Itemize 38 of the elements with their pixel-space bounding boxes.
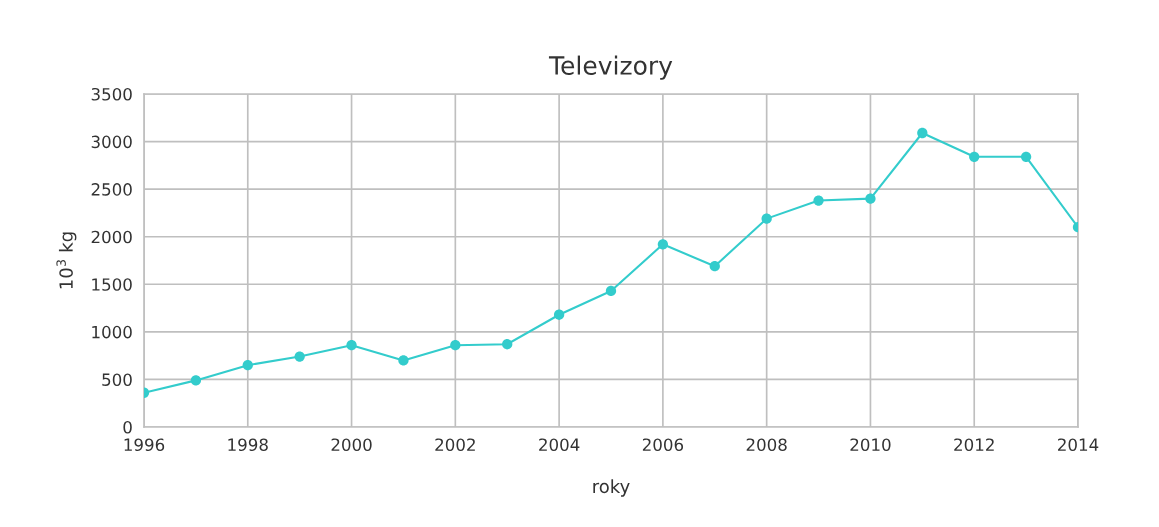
x-tick-label: 2004 [539,438,580,452]
point [657,239,669,250]
x-tick-label: 2002 [435,438,475,452]
y-tick-label: 3500 [91,87,132,101]
point [761,213,772,224]
point [553,309,565,320]
y-tick-label: 3000 [91,135,132,149]
chart-title: Televizory [548,55,673,80]
point [605,285,617,297]
point [242,360,253,371]
point [450,340,461,351]
point [502,339,513,350]
point [294,351,305,362]
y-tick-label: 0 [123,420,132,434]
y-tick-label: 500 [102,373,132,386]
point [709,261,720,272]
x-tick-label: 2014 [1058,438,1099,452]
x-tick-label: 2012 [954,438,994,452]
y-tick-label: 2000 [91,230,132,244]
point [865,193,876,204]
point [917,127,928,139]
x-tick-label: 1996 [124,438,165,452]
y-tick-label: 1000 [92,325,132,339]
point [346,340,357,351]
x-tick-label: 2008 [746,438,787,452]
x-axis-title: roky [593,479,630,497]
y-tick-label: 2500 [91,183,132,196]
x-tick-label: 2010 [850,438,891,452]
point [190,375,202,386]
point [969,151,980,162]
point [398,355,409,366]
y-tick-label: 1500 [92,278,132,291]
x-tick-label: 1998 [228,438,268,452]
x-tick-label: 2006 [642,438,684,452]
point [1020,151,1032,162]
x-tick-label: 2000 [331,438,372,452]
y-axis-title: 10$^{3}$ kg [56,232,77,289]
point [813,195,824,206]
